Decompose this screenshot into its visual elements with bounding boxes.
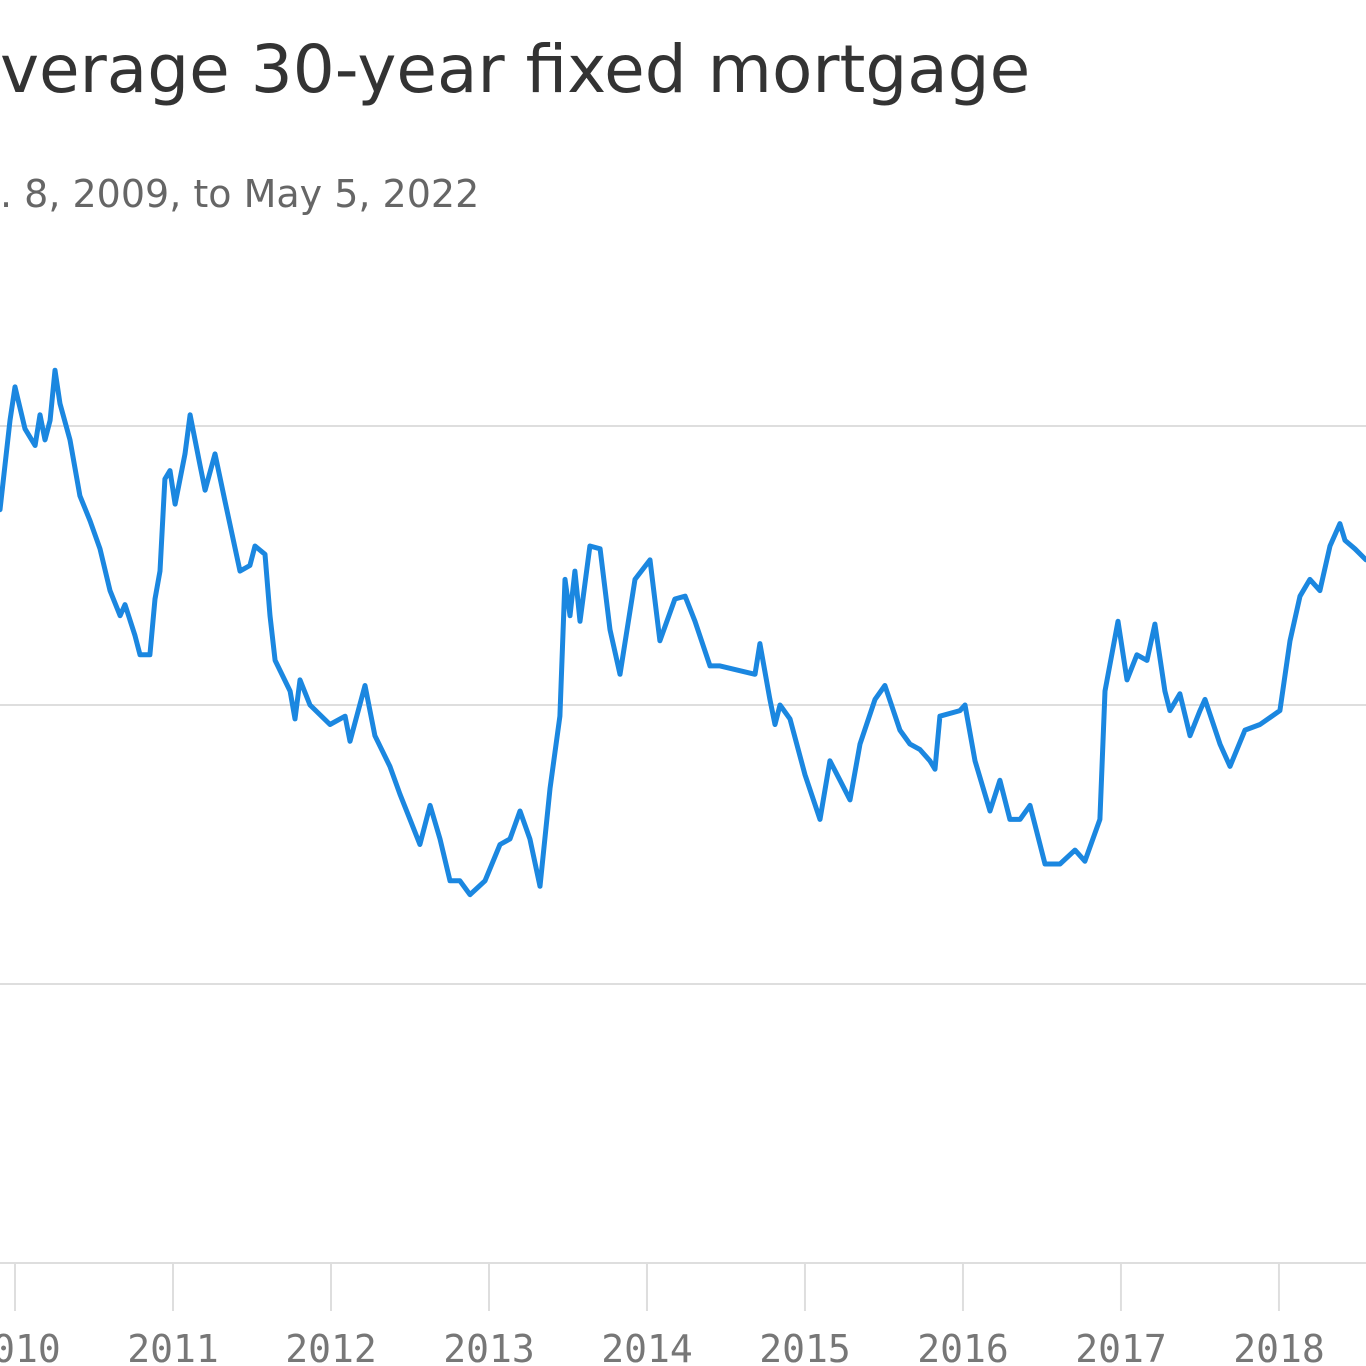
x-tick-label: 2012: [285, 1327, 377, 1366]
x-tick-label: 2018: [1233, 1327, 1325, 1366]
x-tick-label: 2015: [759, 1327, 851, 1366]
chart-subtitle: . 8, 2009, to May 5, 2022: [0, 172, 479, 216]
x-tick-label: 2016: [917, 1327, 1009, 1366]
line: [0, 367, 1366, 898]
chart-title: verage 30-year fixed mortgage: [0, 31, 1030, 108]
x-tick-label: 2013: [443, 1327, 535, 1366]
x-tick-label: 2017: [1075, 1327, 1167, 1366]
x-tick-label: 2014: [601, 1327, 693, 1366]
x-tick-label: 2011: [127, 1327, 219, 1366]
